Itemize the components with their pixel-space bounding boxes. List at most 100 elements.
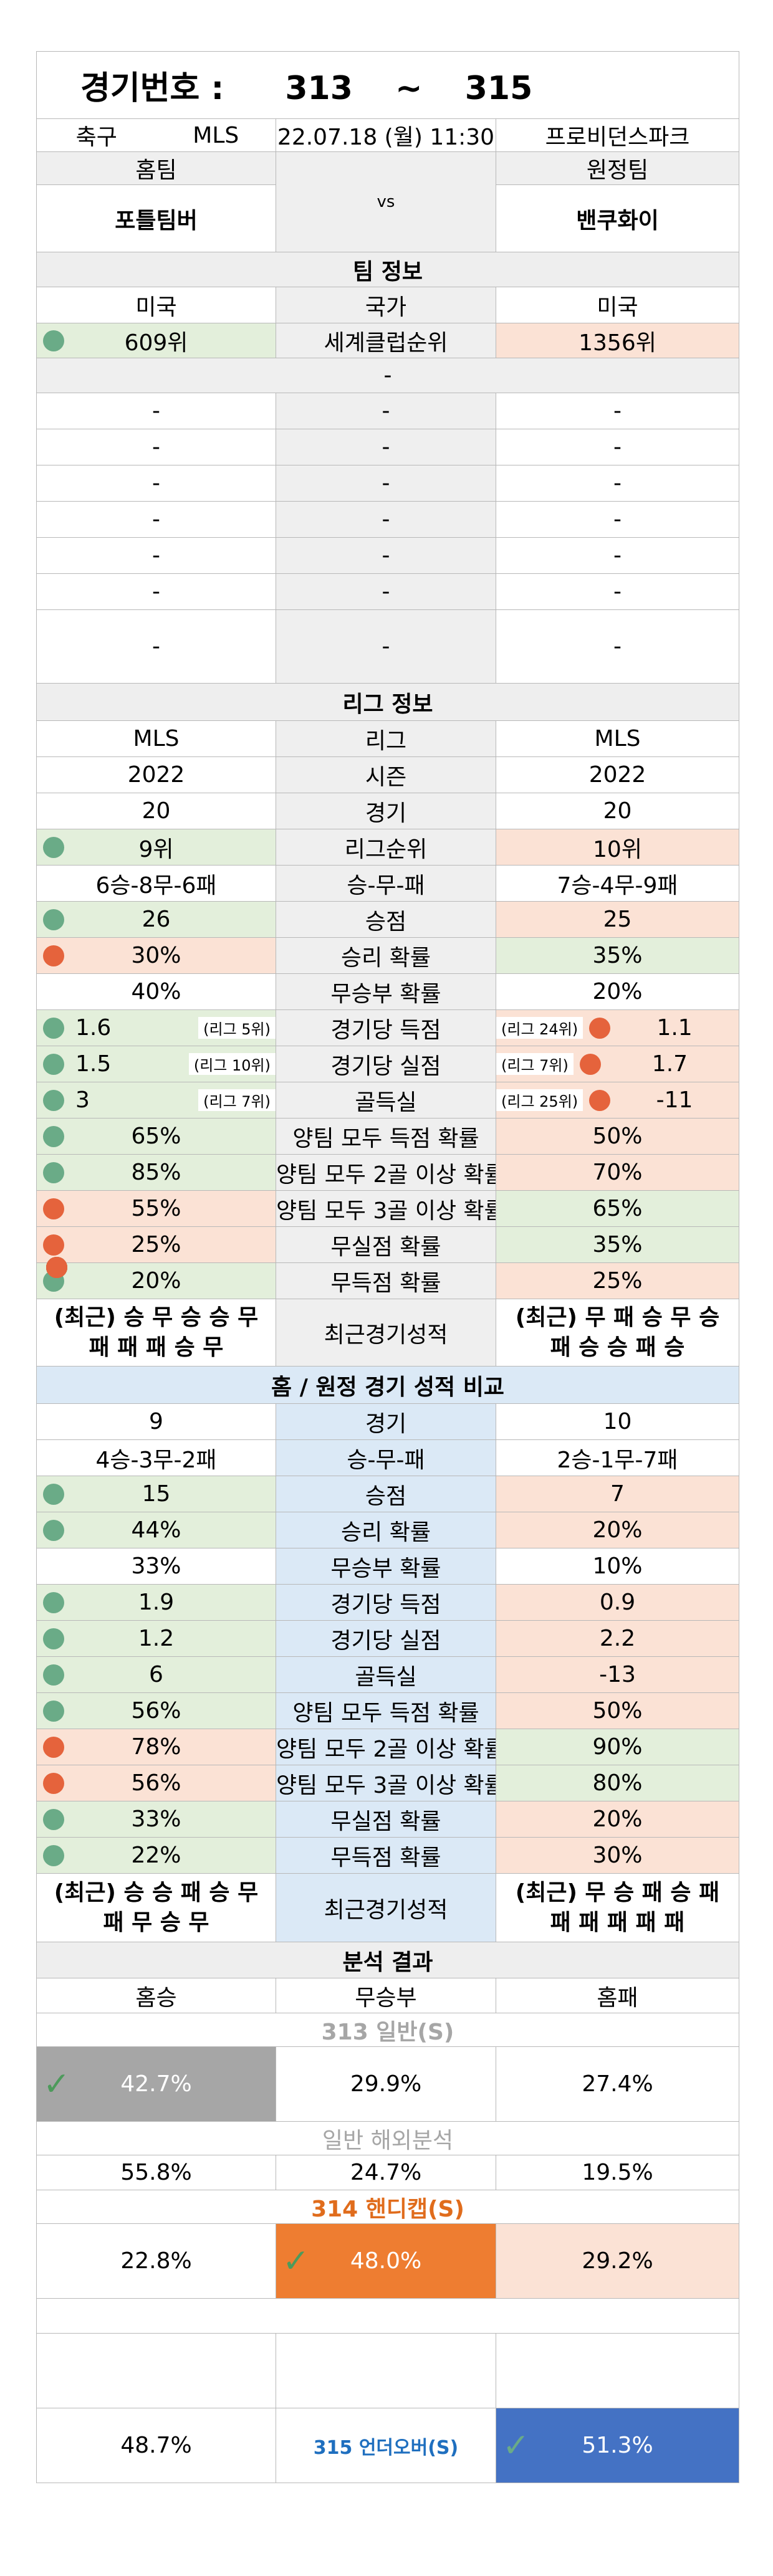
overseas-away: 19.5% bbox=[496, 2155, 739, 2190]
league-away-value: -11 bbox=[656, 1087, 693, 1113]
ha-row: 15 승점 7 bbox=[36, 1256, 739, 1512]
s314-row: 22.8% ✓ 48.0% 29.2% bbox=[36, 2223, 739, 2299]
ha-home-value: 1.9 bbox=[138, 1590, 175, 1615]
s314-draw-value: 48.0% bbox=[350, 2248, 422, 2274]
league-away-value: 50% bbox=[592, 1123, 643, 1149]
empty-cell: - bbox=[276, 537, 496, 574]
league-away-league-rank: (리그 7위) bbox=[496, 1053, 574, 1075]
ha-stat-label: 양팀 모두 득점 확률 bbox=[276, 1692, 496, 1729]
league-home-value: 2022 bbox=[127, 762, 185, 788]
ha-row: 22% 무득점 확률 30% bbox=[36, 1256, 739, 1874]
s315-over-value: 51.3% bbox=[582, 2433, 653, 2458]
ha-stat-label: 경기당 득점 bbox=[276, 1584, 496, 1621]
ha-home-value-cell: 22% bbox=[36, 1837, 276, 1874]
ha-stat-label: 경기 bbox=[276, 1403, 496, 1440]
empty-cell: - bbox=[36, 573, 276, 610]
league-away-value-cell: 25% bbox=[46, 1256, 739, 1299]
league-row: 1.6 (리그 5위) 경기당 득점 (리그 24위) 1.1 bbox=[36, 1009, 739, 1046]
empty-row: --- bbox=[36, 429, 739, 465]
league-home-value: 1.6 bbox=[75, 1015, 112, 1041]
ha-away-value-cell: 0.9 bbox=[46, 1256, 739, 1621]
ha-away-value-cell: 90% bbox=[46, 1256, 739, 1765]
team-label-row: 홈팀 vs 원정팀 bbox=[36, 151, 739, 252]
league-home-value-cell: 6승-8무-6패 bbox=[36, 865, 276, 902]
home-ha-recent-line: 패 무 승 무 bbox=[103, 1909, 209, 1935]
ha-away-value: 10 bbox=[603, 1409, 632, 1434]
league-stat-label: 경기당 득점 bbox=[276, 1009, 496, 1046]
league-home-value: 1.5 bbox=[75, 1051, 112, 1077]
empty-row: --- bbox=[36, 465, 739, 502]
ha-home-value: 78% bbox=[131, 1734, 181, 1760]
ha-stat-label: 무득점 확률 bbox=[276, 1837, 496, 1874]
home-ha-recent-line: (최근) 승 승 패 승 무 bbox=[54, 1879, 259, 1906]
league-stat-label: 무실점 확률 bbox=[276, 1226, 496, 1263]
green-dot-icon bbox=[43, 836, 64, 858]
league-stat-label: 무승부 확률 bbox=[276, 973, 496, 1010]
match-number-tilde: ~ bbox=[395, 70, 423, 107]
home-world-rank: 609위 bbox=[124, 330, 188, 356]
team-info-dash-header: - bbox=[36, 358, 739, 393]
empty-row: --- bbox=[36, 501, 739, 538]
league: MLS bbox=[193, 122, 239, 148]
home-world-rank-cell: 609위 bbox=[36, 323, 276, 358]
league-home-value: 6승-8무-6패 bbox=[95, 872, 217, 899]
ha-home-value-cell: 44% bbox=[36, 1512, 276, 1548]
s314-home: 22.8% bbox=[36, 2223, 276, 2299]
league-home-value: MLS bbox=[133, 726, 180, 751]
ha-away-value-cell: 30% bbox=[46, 1256, 739, 1874]
ha-away-value: -13 bbox=[599, 1662, 636, 1687]
league-stat-label: 골득실 bbox=[276, 1082, 496, 1119]
ha-home-value-cell: 1.9 bbox=[36, 1584, 276, 1621]
ha-home-value: 6 bbox=[149, 1662, 163, 1687]
ha-stat-label: 양팀 모두 2골 이상 확률 bbox=[276, 1729, 496, 1765]
league-info-rows: MLS 리그 MLS 2022 시즌 2022 20 경기 20 9위 리그순위 10위 6승-8무-6… bbox=[36, 720, 739, 1299]
ha-home-value: 1.2 bbox=[138, 1626, 175, 1651]
league-stat-label: 시즌 bbox=[276, 756, 496, 793]
sport: 축구 bbox=[75, 125, 117, 150]
col-home-loss: 홈패 bbox=[496, 1978, 739, 2013]
home-team-name: 포틀팀버 bbox=[36, 184, 276, 252]
empty-row: --- bbox=[36, 573, 739, 610]
ha-stat-label: 승리 확률 bbox=[276, 1512, 496, 1548]
league-row: 3 (리그 7위) 골득실 (리그 25위) -11 bbox=[36, 1082, 739, 1119]
analysis-col-row: 홈승 무승부 홈패 bbox=[36, 1978, 739, 2013]
ha-stat-label: 무승부 확률 bbox=[276, 1548, 496, 1585]
league-home-value: 85% bbox=[131, 1160, 181, 1185]
ha-home-value: 4승-3무-2패 bbox=[95, 1447, 217, 1473]
empty-cell: - bbox=[496, 429, 739, 465]
league-away-value-cell: 35% bbox=[46, 937, 739, 1278]
ha-away-value: 90% bbox=[592, 1734, 643, 1760]
league-stat-label: 무득점 확률 bbox=[276, 1262, 496, 1299]
empty-cell: - bbox=[496, 573, 739, 610]
ha-away-value-cell: 80% bbox=[46, 1256, 739, 1801]
league-row: 6승-8무-6패 승-무-패 7승-4무-9패 bbox=[36, 865, 739, 902]
league-home-value-cell: 1.5 (리그 10위) bbox=[36, 1046, 276, 1082]
ha-row: 33% 무승부 확률 10% bbox=[36, 1548, 739, 1585]
col-draw: 무승부 bbox=[276, 1978, 496, 2013]
ha-away-value: 10% bbox=[592, 1553, 643, 1579]
red-dot-icon bbox=[43, 1772, 64, 1794]
empty-row: --- bbox=[36, 609, 739, 684]
league-home-value: 9위 bbox=[138, 836, 174, 862]
league-home-value-cell: 20% bbox=[36, 1262, 276, 1299]
match-number-from: 313 bbox=[285, 70, 353, 107]
green-dot-icon bbox=[43, 1017, 64, 1039]
league-stat-label: 승리 확률 bbox=[276, 937, 496, 974]
ha-row: 1.9 경기당 득점 0.9 bbox=[36, 1256, 739, 1621]
ha-home-value-cell: 33% bbox=[36, 1801, 276, 1838]
empty-cell: - bbox=[276, 609, 496, 684]
ha-away-value-cell: 2승-1무-7패 bbox=[496, 1439, 739, 1476]
green-dot-icon bbox=[43, 1591, 64, 1613]
header-row: 경기번호 : 313 ~ 315 bbox=[36, 51, 739, 119]
ha-row: 33% 무실점 확률 20% bbox=[36, 1256, 739, 1838]
ha-row: 9 경기 10 bbox=[36, 1403, 739, 1440]
s313-title: 313 일반(S) bbox=[36, 2013, 739, 2047]
empty-cell: - bbox=[276, 573, 496, 610]
league-home-league-rank: (리그 10위) bbox=[188, 1053, 276, 1075]
league-home-value: 3 bbox=[75, 1087, 90, 1113]
spacer-row bbox=[36, 2298, 739, 2334]
league-away-value: 70% bbox=[592, 1160, 643, 1185]
league-stat-label: 리그순위 bbox=[276, 829, 496, 866]
